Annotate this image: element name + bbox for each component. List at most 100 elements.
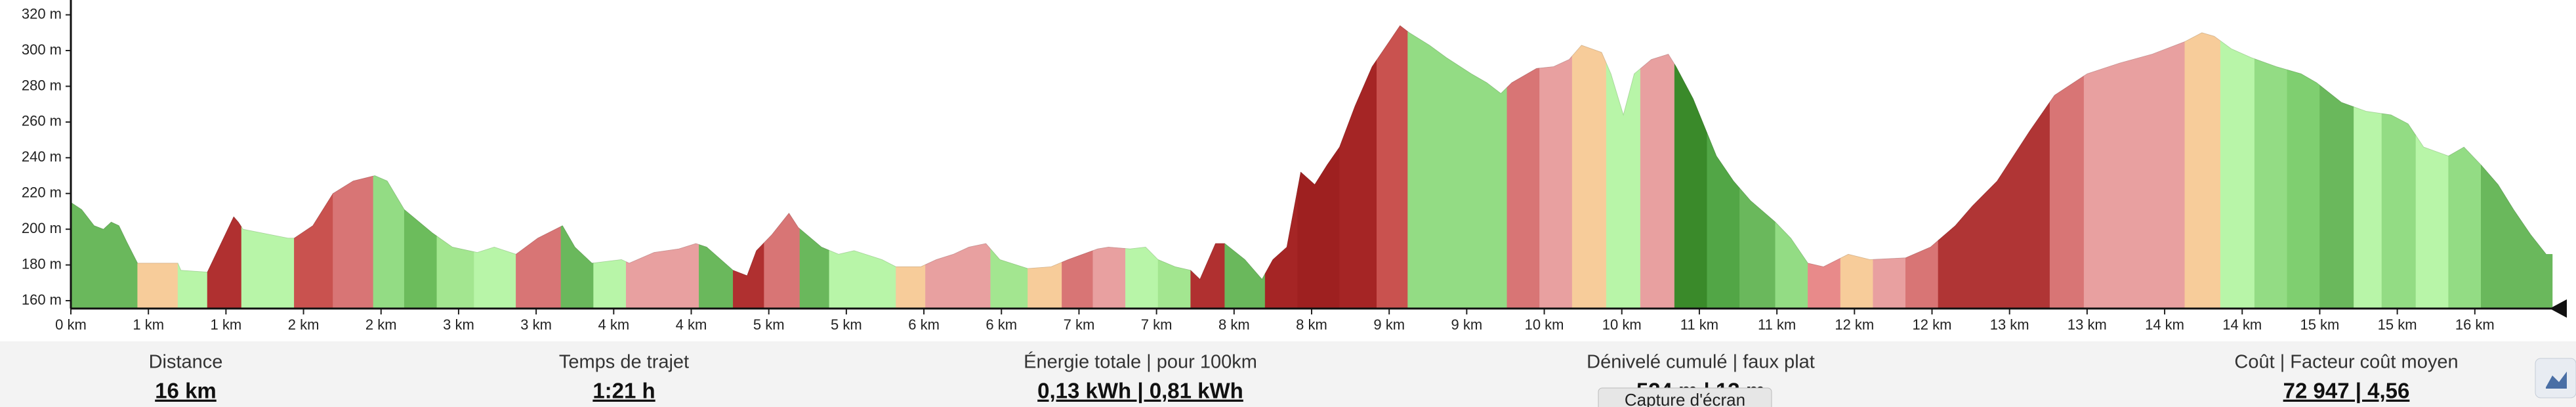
chart-toggle[interactable] xyxy=(2535,358,2576,398)
slope-segment xyxy=(2448,146,2482,309)
x-tick-label: 13 km xyxy=(2067,316,2107,333)
y-tick-label: 160 m xyxy=(22,291,62,308)
slope-segment xyxy=(1092,247,1126,309)
x-tick-label: 7 km xyxy=(1141,316,1173,333)
slope-segment xyxy=(560,225,594,309)
slope-segment xyxy=(516,226,562,309)
slope-segment xyxy=(1157,259,1191,309)
screenshot-button[interactable] xyxy=(1598,387,1772,407)
axis-arrow xyxy=(2550,299,2567,318)
slope-segment xyxy=(2254,58,2288,309)
x-tick-label: 9 km xyxy=(1451,316,1483,333)
stat-label: Énergie totale | pour 100km xyxy=(1024,351,1257,373)
x-tick-label: 14 km xyxy=(2145,316,2184,333)
slope-segment xyxy=(1190,243,1225,309)
y-tick-label: 180 m xyxy=(22,255,62,272)
x-tick-label: 8 km xyxy=(1296,316,1327,333)
slope-segment xyxy=(2415,135,2449,309)
plot: 160 m 180 m 200 m 220 m 240 m 260 m 280 m 300 m… xyxy=(22,0,2567,333)
slope-segment xyxy=(177,263,208,309)
x-tick-label: 7 km xyxy=(1064,316,1095,333)
slope-segment xyxy=(1407,31,1508,309)
slope-segment xyxy=(207,216,242,309)
slope-segment xyxy=(2220,40,2255,309)
slope-segment xyxy=(625,243,699,309)
stats-bar xyxy=(0,341,2576,407)
slope-segment xyxy=(1808,257,1841,309)
x-tick-label: 10 km xyxy=(1525,316,1564,333)
x-tick-label: 8 km xyxy=(1218,316,1250,333)
slope-segment xyxy=(2049,75,2085,309)
slope-segment xyxy=(1640,54,1675,309)
x-tick-label: 1 km xyxy=(211,316,242,333)
x-tick-label: 2 km xyxy=(288,316,320,333)
slope-segment xyxy=(593,259,627,309)
stat-label: Temps de trajet xyxy=(559,352,689,373)
stat-value: 0,13 kWh | 0,81 kWh xyxy=(1037,379,1243,403)
stat-value: 72 947 | 4,56 xyxy=(2283,379,2410,403)
slope-segment xyxy=(799,228,830,309)
x-tick-label: 11 km xyxy=(1758,316,1796,333)
x-tick-label: 4 km xyxy=(676,316,707,333)
slope-segment xyxy=(404,209,438,309)
x-tick-label: 10 km xyxy=(1602,316,1642,333)
slope-segment xyxy=(1125,247,1159,309)
slope-segment xyxy=(2381,113,2417,309)
slope-segment xyxy=(1938,101,2050,309)
slope-segment xyxy=(1674,63,1708,309)
slope-segment xyxy=(699,244,734,309)
slope-segment xyxy=(1606,62,1641,309)
elevation-line xyxy=(70,25,2546,280)
slope-segment xyxy=(70,202,138,309)
x-tick-label: 13 km xyxy=(1990,316,2029,333)
x-tick-label: 14 km xyxy=(2222,316,2262,333)
x-tick-label: 12 km xyxy=(1835,316,1874,333)
slope-segment xyxy=(1873,257,1906,309)
slope-segment xyxy=(1506,68,1540,309)
y-tick-label: 200 m xyxy=(22,220,62,236)
slope-segment xyxy=(2481,164,2553,309)
x-tick-label: 15 km xyxy=(2300,316,2339,333)
slope-segment xyxy=(1339,59,1377,309)
y-tick-label: 260 m xyxy=(22,113,62,129)
x-tick-label: 4 km xyxy=(598,316,629,333)
slope-segment xyxy=(1707,133,1740,309)
slope-segment xyxy=(733,242,764,309)
x-tick-label: 9 km xyxy=(1373,316,1405,333)
slope-segment xyxy=(294,192,333,309)
slope-segment xyxy=(474,247,516,309)
stat-value: 1:21 h xyxy=(592,379,655,403)
y-tick-label: 240 m xyxy=(22,148,62,165)
slope-segment xyxy=(1840,254,1873,309)
slope-segment xyxy=(1377,25,1408,309)
slope-segment xyxy=(2287,69,2320,309)
x-tick-label: 15 km xyxy=(2378,316,2417,333)
slope-segment xyxy=(990,248,1028,309)
slope-segment xyxy=(436,236,474,309)
y-tick-label: 280 m xyxy=(22,77,62,93)
x-tick-label: 0 km xyxy=(55,316,87,333)
x-tick-label: 2 km xyxy=(365,316,397,333)
slope-segment xyxy=(2354,106,2382,309)
slope-segment xyxy=(1571,45,1607,309)
x-tick-label: 11 km xyxy=(1680,316,1718,333)
slope-segment xyxy=(2319,85,2354,309)
slope-segment xyxy=(829,249,896,309)
x-tick-label: 6 km xyxy=(908,316,940,333)
x-tick-label: 3 km xyxy=(443,316,474,333)
y-tick-label: 220 m xyxy=(22,184,62,201)
x-tick-label: 3 km xyxy=(520,316,552,333)
slope-segment xyxy=(373,175,405,309)
slope-segment xyxy=(2184,32,2221,309)
button-label[interactable]: Capture d'écran xyxy=(1625,390,1745,407)
slope-segment xyxy=(925,243,991,309)
slope-segment xyxy=(896,264,926,309)
slope-segment xyxy=(764,213,800,309)
slope-segment xyxy=(333,175,374,309)
stat-label: Dénivelé cumulé | faux plat xyxy=(1587,352,1815,373)
x-tick-label: 1 km xyxy=(133,316,164,333)
slope-segment xyxy=(2083,41,2186,309)
y-tick-label: 320 m xyxy=(22,5,62,22)
